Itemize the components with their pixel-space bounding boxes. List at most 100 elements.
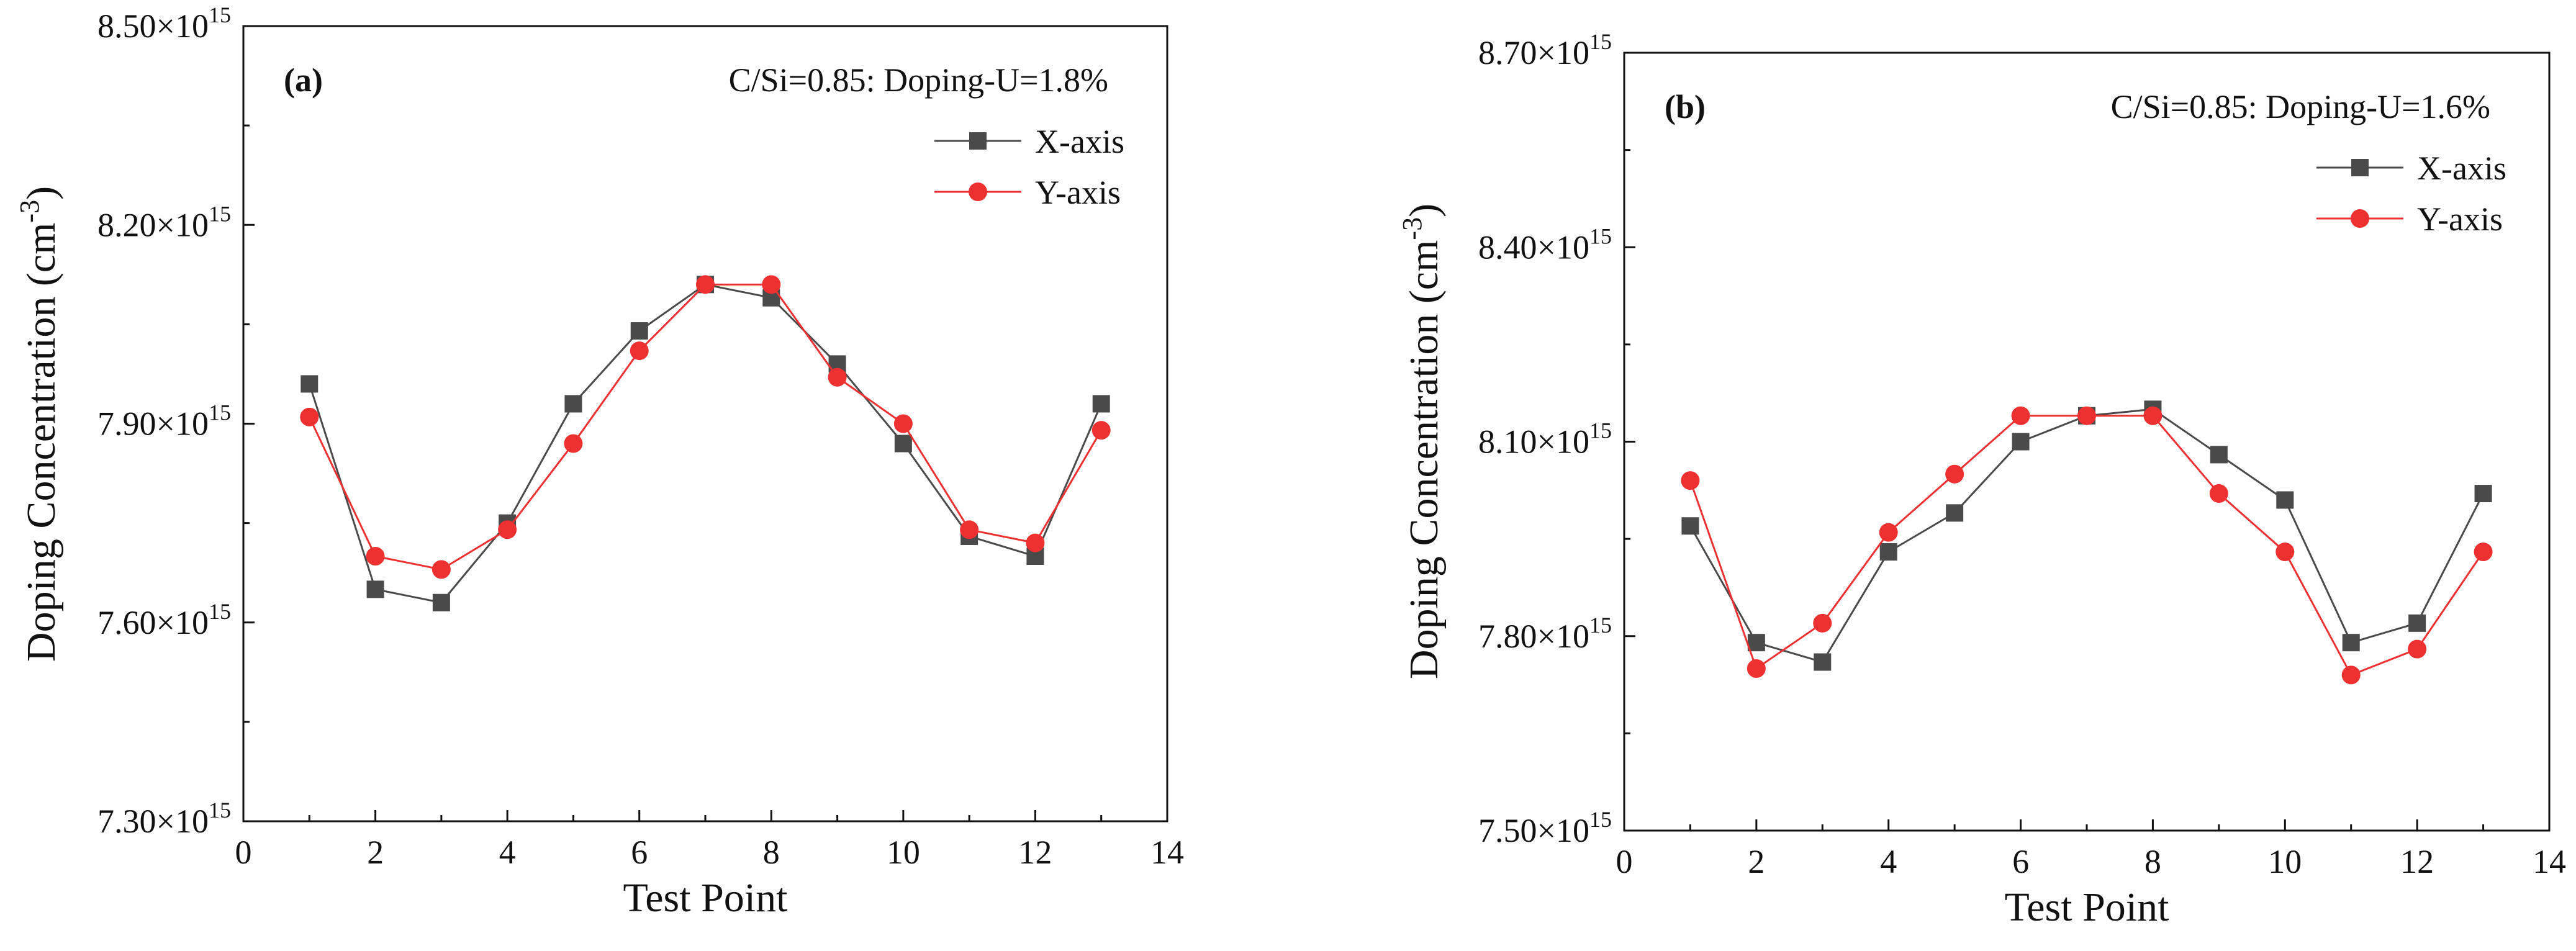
series-line-x-axis — [308, 283, 1103, 604]
data-point-y-axis — [2275, 543, 2295, 562]
annotation: C/Si=0.85: Doping-U=1.8% — [729, 61, 1108, 99]
data-point-y-axis — [1813, 613, 1832, 633]
data-point-y-axis — [2408, 639, 2427, 659]
y-tick-exponent: 15 — [1589, 807, 1612, 832]
y-axis-title: Doping Concentration (cm-3) — [14, 186, 64, 662]
y-tick-exponent: 15 — [1589, 223, 1612, 248]
data-point-x-axis — [2342, 634, 2360, 652]
y-tick-mantissa: 8.50×10 — [97, 7, 209, 45]
data-point-x-axis — [366, 580, 384, 598]
annotation: C/Si=0.85: Doping-U=1.6% — [2111, 88, 2490, 125]
data-point-x-axis — [1814, 653, 1832, 671]
y-tick-exponent: 15 — [1589, 418, 1612, 443]
y-axis-title-sup: -3 — [14, 200, 45, 223]
data-point-x-axis — [301, 375, 319, 393]
data-point-x-axis — [564, 395, 582, 413]
x-tick-label: 10 — [887, 834, 920, 871]
data-point-x-axis — [1092, 395, 1110, 413]
data-point-y-axis — [828, 367, 847, 387]
data-point-x-axis — [630, 322, 648, 340]
panel-label: (a) — [284, 61, 323, 99]
data-point-y-axis — [696, 275, 715, 294]
y-tick-label: 8.40×1015 — [1478, 223, 1612, 266]
y-tick-mantissa: 7.50×10 — [1478, 812, 1589, 849]
data-point-x-axis — [1681, 517, 1699, 535]
data-point-y-axis — [564, 434, 583, 453]
data-point-y-axis — [2011, 406, 2030, 425]
y-axis-title-main: Doping Concentration (cm — [19, 223, 64, 662]
y-tick-exponent: 15 — [209, 599, 231, 624]
legend-label: Y-axis — [1035, 174, 1121, 211]
panel-label: (b) — [1665, 88, 1706, 125]
data-point-y-axis — [300, 407, 319, 426]
y-tick-mantissa: 8.40×10 — [1478, 228, 1589, 266]
legend-marker-circle — [2351, 209, 2369, 228]
y-tick-label: 8.10×1015 — [1478, 418, 1612, 461]
y-tick-exponent: 15 — [209, 201, 231, 226]
data-point-x-axis — [2276, 491, 2294, 509]
legend-marker-square — [2351, 159, 2369, 176]
chart-panel-b: 0 2 4 6 8 10 12 147.50×10157.80×10158.10×10158.… — [1397, 29, 2566, 930]
x-axis-title: Test Point — [623, 875, 788, 921]
data-point-x-axis — [1879, 543, 1897, 561]
x-tick-label: 6 — [631, 834, 648, 871]
x-tick-label: 4 — [499, 834, 516, 871]
y-tick-mantissa: 8.20×10 — [97, 206, 209, 243]
y-tick-exponent: 15 — [209, 2, 231, 27]
y-tick-exponent: 15 — [209, 400, 231, 425]
x-axis-title: Test Point — [2005, 885, 2169, 930]
data-point-y-axis — [2341, 665, 2361, 685]
data-point-x-axis — [1946, 504, 1964, 522]
x-tick-label: 8 — [2144, 843, 2161, 880]
data-point-x-axis — [432, 593, 450, 611]
data-point-y-axis — [366, 547, 385, 566]
series-line-x-axis — [1689, 408, 2484, 664]
x-tick-label: 12 — [2400, 843, 2434, 880]
y-tick-mantissa: 7.30×10 — [97, 803, 209, 840]
data-point-x-axis — [894, 435, 912, 453]
data-point-y-axis — [2143, 406, 2162, 425]
data-point-y-axis — [432, 560, 451, 579]
y-tick-label: 8.70×1015 — [1478, 29, 1612, 71]
data-point-y-axis — [1026, 533, 1045, 552]
data-point-x-axis — [1747, 634, 1765, 652]
series-line-y-axis — [308, 283, 1103, 570]
y-axis-title-sup: -3 — [1397, 217, 1427, 240]
y-tick-label: 8.20×1015 — [97, 201, 231, 243]
y-tick-exponent: 15 — [209, 798, 231, 823]
y-tick-mantissa: 7.90×10 — [97, 405, 209, 443]
y-tick-mantissa: 8.10×10 — [1478, 423, 1589, 461]
data-point-y-axis — [1091, 421, 1111, 440]
series-line-y-axis — [1689, 415, 2484, 677]
data-point-x-axis — [2408, 614, 2426, 632]
y-tick-label: 7.80×1015 — [1478, 613, 1612, 655]
data-point-y-axis — [630, 341, 649, 361]
data-point-y-axis — [498, 520, 517, 539]
legend-label: X-axis — [1035, 123, 1124, 160]
legend-label: X-axis — [2417, 150, 2506, 187]
x-tick-label: 0 — [235, 834, 252, 871]
legend-marker-square — [969, 132, 987, 150]
x-tick-label: 14 — [2533, 843, 2566, 880]
data-point-y-axis — [893, 414, 913, 433]
y-axis-title-close: ) — [19, 186, 64, 200]
data-point-y-axis — [1879, 523, 1898, 542]
y-tick-exponent: 15 — [1589, 29, 1612, 54]
data-point-x-axis — [2210, 446, 2228, 464]
x-tick-label: 2 — [367, 834, 384, 871]
y-tick-label: 7.90×1015 — [97, 400, 231, 443]
data-point-y-axis — [960, 520, 979, 539]
x-tick-label: 8 — [763, 834, 780, 871]
x-tick-label: 14 — [1150, 834, 1184, 871]
x-tick-label: 0 — [1616, 843, 1633, 880]
data-point-y-axis — [1681, 471, 1700, 490]
legend-marker-circle — [969, 183, 987, 201]
y-tick-label: 7.60×1015 — [97, 599, 231, 641]
plot-frame — [242, 25, 1168, 823]
data-point-y-axis — [1945, 464, 1964, 484]
y-axis-title-main: Doping Concentration (cm — [1401, 240, 1447, 680]
y-tick-exponent: 15 — [1589, 613, 1612, 638]
data-point-y-axis — [2077, 406, 2096, 425]
y-tick-mantissa: 7.60×10 — [97, 604, 209, 641]
